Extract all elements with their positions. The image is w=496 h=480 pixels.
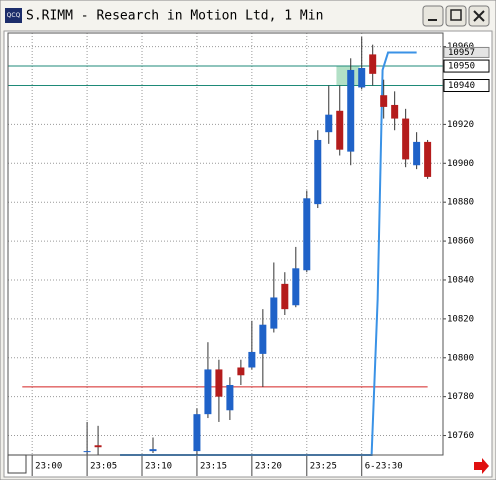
indicator-label: 10957: [448, 48, 475, 58]
level-label: 10950: [448, 62, 475, 72]
candle-body: [204, 369, 212, 415]
candle-body: [303, 198, 311, 271]
y-tick-label: 10820: [447, 314, 474, 324]
close-glyph: [473, 10, 485, 22]
window-title: S.RIMM - Research in Motion Ltd, 1 Min: [26, 9, 323, 24]
candle-body: [270, 297, 278, 329]
y-tick-label: 10840: [447, 275, 474, 285]
candle-body: [369, 54, 377, 74]
candle-body: [325, 114, 333, 133]
chart-area: [3, 30, 493, 478]
x-tick-label: 23:15: [200, 462, 227, 472]
x-tick-label: 23:00: [35, 462, 62, 472]
x-tick-label: 23:05: [90, 462, 117, 472]
candle-body: [380, 95, 388, 107]
window-buttons: [422, 5, 490, 27]
candle-body: [149, 449, 157, 452]
maximize-button[interactable]: [445, 5, 467, 27]
candle-body: [391, 104, 399, 119]
x-tick-label: 23:10: [145, 462, 172, 472]
candle-body: [314, 139, 322, 205]
candle-body: [237, 367, 245, 376]
plot: 10760 10780 10800 10820 10840 10860 10880 10900…: [7, 32, 490, 476]
x-tick-label: 23:25: [310, 462, 337, 472]
scroll-arrow[interactable]: [474, 458, 489, 474]
y-tick-label: 10800: [447, 353, 474, 363]
plot-frame: [7, 32, 444, 456]
indicator-label-box: [443, 46, 490, 58]
candle-body: [402, 118, 410, 160]
x-tick-label: 23:20: [255, 462, 282, 472]
y-tick-label: 10920: [447, 120, 474, 130]
level-label: 10940: [448, 81, 475, 91]
level-label-box: [443, 59, 490, 73]
candle-body: [413, 141, 421, 166]
candle-body: [94, 445, 102, 448]
title-bar: [1, 1, 495, 31]
corner-box[interactable]: [7, 454, 27, 474]
candle-body: [281, 283, 289, 310]
candle-body: [358, 68, 366, 88]
candle-body: [259, 324, 267, 354]
candle-body: [292, 268, 300, 306]
y-tick-label: 10860: [447, 237, 474, 247]
level-label-box: [443, 79, 490, 93]
app-icon: [5, 8, 22, 23]
candle-body: [248, 351, 256, 368]
app-icon-text: QCQ: [7, 12, 21, 19]
y-tick-label: 10780: [447, 392, 474, 402]
candle-body: [215, 369, 223, 397]
minimize-button[interactable]: [422, 5, 444, 27]
y-tick-label: 10900: [447, 159, 474, 169]
y-tick-label: 10760: [447, 431, 474, 441]
y-tick-label: 10880: [447, 198, 474, 208]
candle-body: [424, 141, 432, 177]
x-tick-label: 6-23:30: [365, 462, 403, 472]
candle-body: [83, 451, 91, 453]
candle-body: [193, 414, 201, 452]
candle-body: [336, 110, 344, 150]
candle-body: [226, 384, 234, 411]
candle-body: [347, 69, 355, 152]
maximize-glyph: [450, 9, 462, 21]
